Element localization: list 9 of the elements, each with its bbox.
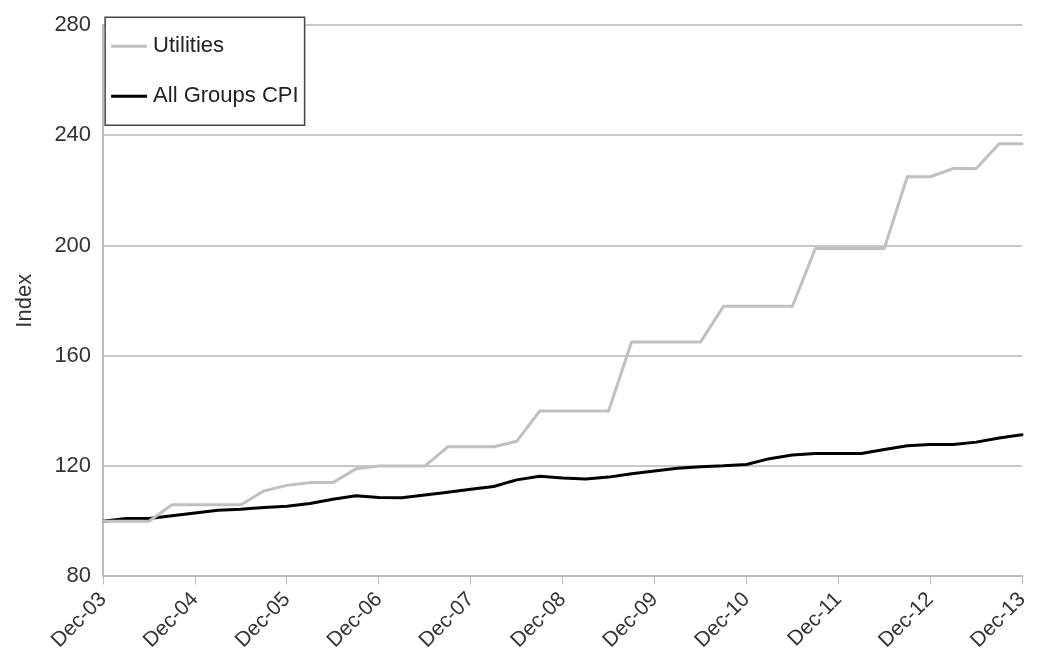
y-tick-label: 280 (54, 11, 92, 37)
y-tick-label: 120 (54, 452, 92, 478)
legend-label: Utilities (153, 32, 225, 58)
y-tick-label: 240 (54, 121, 92, 147)
y-tick-label: 200 (54, 231, 92, 257)
legend-label: All Groups CPI (153, 82, 299, 108)
y-tick-label: 80 (66, 562, 92, 588)
y-axis-title: Index (11, 273, 37, 328)
y-tick-label: 160 (54, 341, 92, 367)
